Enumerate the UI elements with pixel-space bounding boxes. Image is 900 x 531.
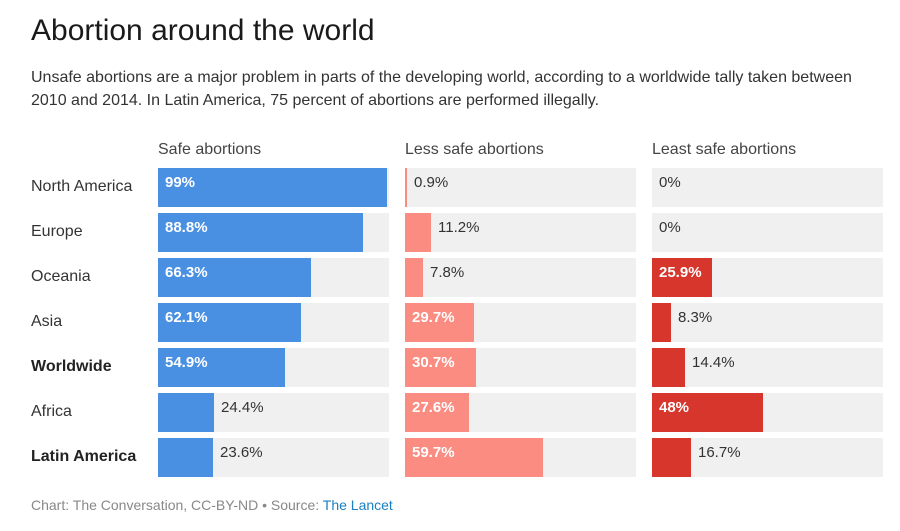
- bar-track: 59.7%: [405, 438, 636, 477]
- bar-track: 88.8%: [158, 213, 389, 252]
- bar-track: 66.3%: [158, 258, 389, 297]
- bar-track: 14.4%: [652, 348, 883, 387]
- footer-credit: Chart: The Conversation, CC-BY-ND • Sour…: [31, 497, 323, 513]
- row-label-europe: Europe: [31, 223, 83, 240]
- chart-subtitle: Unsafe abortions are a major problem in …: [31, 69, 852, 109]
- bar-less-safe-abortions-north-america[interactable]: [405, 168, 407, 207]
- data-label: 23.6%: [220, 444, 263, 461]
- bar-track: 0.9%: [405, 168, 636, 207]
- bar-less-safe-abortions-asia[interactable]: [405, 303, 474, 342]
- data-label: 30.7%: [412, 354, 455, 371]
- data-label: 8.3%: [678, 309, 713, 326]
- chart-footer: Chart: The Conversation, CC-BY-ND • Sour…: [31, 497, 393, 513]
- data-label: 88.8%: [165, 219, 208, 236]
- row-label-africa: Africa: [31, 403, 72, 420]
- data-label: 99%: [165, 174, 196, 191]
- row-label-north-america: North America: [31, 178, 133, 195]
- data-label: 11.2%: [438, 219, 480, 236]
- bar-least-safe-abortions-asia[interactable]: [652, 303, 671, 342]
- bar-less-safe-abortions-worldwide[interactable]: [405, 348, 476, 387]
- bar-track: 11.2%: [405, 213, 636, 252]
- data-label: 0%: [659, 174, 681, 191]
- bar-less-safe-abortions-oceania[interactable]: [405, 258, 423, 297]
- bar-track: 30.7%: [405, 348, 636, 387]
- row-label-worldwide: Worldwide: [31, 358, 112, 375]
- bar-track: 54.9%: [158, 348, 389, 387]
- bar-less-safe-abortions-africa[interactable]: [405, 393, 469, 432]
- bar-track: 0%: [652, 168, 883, 207]
- bar-safe-abortions-africa[interactable]: [158, 393, 214, 432]
- data-label: 29.7%: [412, 309, 455, 326]
- bar-track: 99%: [158, 168, 389, 207]
- column-header-least-safe-abortions: Least safe abortions: [652, 141, 797, 158]
- bar-least-safe-abortions-oceania[interactable]: [652, 258, 712, 297]
- bar-safe-abortions-north-america[interactable]: [158, 168, 387, 207]
- data-label: 0%: [659, 219, 681, 236]
- data-label: 59.7%: [412, 444, 455, 461]
- bar-least-safe-abortions-latin-america[interactable]: [652, 438, 691, 477]
- column-header-safe-abortions: Safe abortions: [158, 141, 262, 158]
- bar-safe-abortions-latin-america[interactable]: [158, 438, 213, 477]
- data-label: 66.3%: [165, 264, 208, 281]
- bar-track: 24.4%: [158, 393, 389, 432]
- bar-track: 25.9%: [652, 258, 883, 297]
- bar-least-safe-abortions-worldwide[interactable]: [652, 348, 685, 387]
- column-header-less-safe-abortions: Less safe abortions: [405, 141, 544, 158]
- row-label-latin-america: Latin America: [31, 448, 137, 465]
- row-label-asia: Asia: [31, 313, 63, 330]
- bar-track: 23.6%: [158, 438, 389, 477]
- data-label: 14.4%: [692, 354, 735, 371]
- bar-track: 8.3%: [652, 303, 883, 342]
- source-link[interactable]: The Lancet: [322, 497, 393, 513]
- data-label: 27.6%: [412, 399, 455, 416]
- row-label-oceania: Oceania: [31, 268, 91, 285]
- data-label: 7.8%: [430, 264, 465, 281]
- bar-safe-abortions-europe[interactable]: [158, 213, 363, 252]
- bar-safe-abortions-worldwide[interactable]: [158, 348, 285, 387]
- bar-track: 16.7%: [652, 438, 883, 477]
- data-label: 62.1%: [165, 309, 208, 326]
- data-label: 16.7%: [698, 444, 741, 461]
- data-label: 25.9%: [659, 264, 702, 281]
- bar-safe-abortions-oceania[interactable]: [158, 258, 311, 297]
- data-label: 24.4%: [221, 399, 264, 416]
- bar-less-safe-abortions-latin-america[interactable]: [405, 438, 543, 477]
- bar-track: 48%: [652, 393, 883, 432]
- bar-safe-abortions-asia[interactable]: [158, 303, 301, 342]
- data-label: 0.9%: [414, 174, 449, 191]
- bar-track: 29.7%: [405, 303, 636, 342]
- data-label: 54.9%: [165, 354, 208, 371]
- bar-least-safe-abortions-africa[interactable]: [652, 393, 763, 432]
- bar-track: 27.6%: [405, 393, 636, 432]
- bar-track: 0%: [652, 213, 883, 252]
- chart-title: Abortion around the world: [31, 14, 375, 47]
- bar-less-safe-abortions-europe[interactable]: [405, 213, 431, 252]
- bar-track: 7.8%: [405, 258, 636, 297]
- data-label: 48%: [659, 399, 690, 416]
- bar-track: 62.1%: [158, 303, 389, 342]
